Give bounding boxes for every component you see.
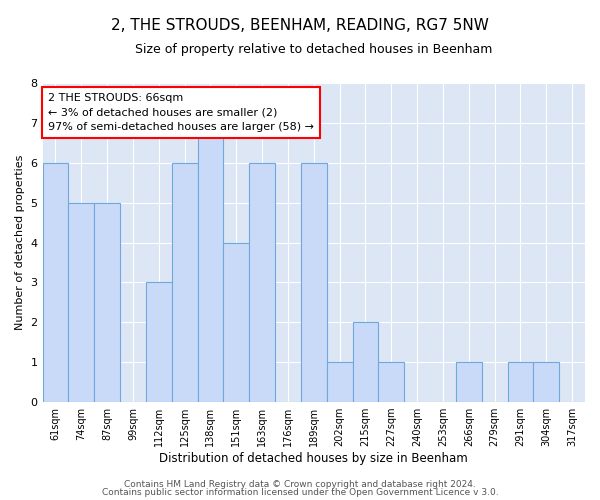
Bar: [249, 163, 275, 402]
X-axis label: Distribution of detached houses by size in Beenham: Distribution of detached houses by size …: [160, 452, 468, 465]
Text: 2 THE STROUDS: 66sqm
← 3% of detached houses are smaller (2)
97% of semi-detache: 2 THE STROUDS: 66sqm ← 3% of detached ho…: [48, 92, 314, 132]
Bar: [533, 362, 559, 402]
Text: 2, THE STROUDS, BEENHAM, READING, RG7 5NW: 2, THE STROUDS, BEENHAM, READING, RG7 5N…: [111, 18, 489, 32]
Bar: [326, 362, 353, 402]
Text: Contains public sector information licensed under the Open Government Licence v : Contains public sector information licen…: [101, 488, 499, 497]
Bar: [353, 322, 379, 402]
Title: Size of property relative to detached houses in Beenham: Size of property relative to detached ho…: [135, 42, 493, 56]
Bar: [197, 123, 223, 402]
Bar: [379, 362, 404, 402]
Bar: [172, 163, 197, 402]
Bar: [223, 242, 249, 402]
Bar: [301, 163, 326, 402]
Y-axis label: Number of detached properties: Number of detached properties: [15, 155, 25, 330]
Bar: [508, 362, 533, 402]
Bar: [68, 202, 94, 402]
Bar: [146, 282, 172, 402]
Bar: [94, 202, 120, 402]
Bar: [43, 163, 68, 402]
Text: Contains HM Land Registry data © Crown copyright and database right 2024.: Contains HM Land Registry data © Crown c…: [124, 480, 476, 489]
Bar: [456, 362, 482, 402]
